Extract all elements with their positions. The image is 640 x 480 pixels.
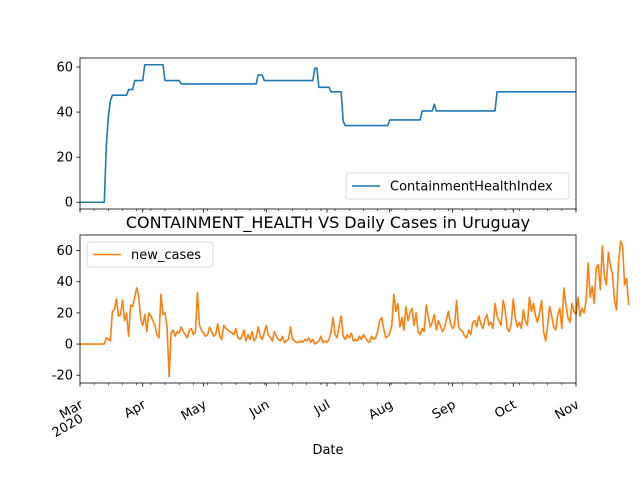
xtick-label-jun: Jun — [246, 397, 272, 421]
xtick-label-sep: Sep — [430, 397, 459, 422]
bottom-plot-frame — [79, 234, 577, 384]
series-line-containmenthealthindex — [80, 63, 576, 204]
bottom-ytick-label: -20 — [52, 369, 73, 384]
top-ytick-label: 0 — [65, 196, 73, 211]
top-plot-frame — [79, 57, 577, 210]
bottom-legend-box — [86, 241, 214, 268]
top-legend-label: ContainmentHealthIndex — [390, 180, 553, 195]
bottom-legend-label: new_cases — [131, 248, 201, 263]
xtick-label-aug: Aug — [366, 397, 395, 423]
bottom-ytick-label: 40 — [56, 275, 73, 290]
top-chart: 0 20 40 60 ContainmentHealthIndex — [56, 57, 577, 213]
bottom-ytick-label: 0 — [65, 338, 73, 353]
top-legend: ContainmentHealthIndex — [345, 172, 570, 200]
bottom-ytick-label: 20 — [56, 306, 73, 321]
top-ytick-label: 40 — [56, 106, 73, 121]
xtick-label-oct: Oct — [492, 397, 519, 421]
xtick-label-jul: Jul — [311, 397, 333, 418]
xtick-label-nov: Nov — [553, 397, 583, 423]
series-line-new_cases — [80, 240, 630, 378]
top-ytick-label: 60 — [56, 61, 73, 76]
bottom-legend: new_cases — [86, 241, 214, 268]
xtick-label-may: May — [179, 397, 210, 424]
x-axis-label: Date — [312, 443, 343, 458]
top-ytick-label: 20 — [56, 151, 73, 166]
bottom-ytick-label: 60 — [56, 244, 73, 259]
bottom-chart-title: CONTAINMENT_HEALTH VS Daily Cases in Uru… — [126, 213, 530, 233]
xtick-label-apr: Apr — [122, 397, 150, 422]
top-legend-box — [345, 172, 570, 200]
